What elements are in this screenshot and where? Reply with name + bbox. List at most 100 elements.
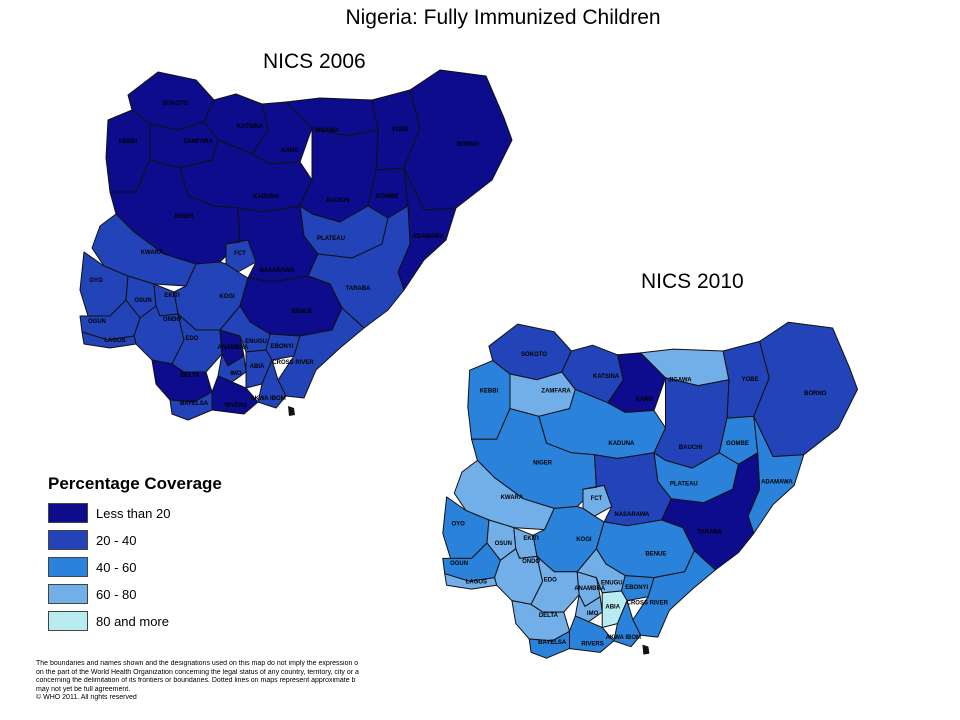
state-label: DELTA	[539, 613, 559, 619]
state-label: KANO	[636, 397, 654, 403]
state-label: YOBE	[741, 377, 758, 383]
state-label: BAUCHI	[326, 198, 350, 204]
state-label: ADAMAWA	[412, 234, 444, 240]
state-label: ABIA	[250, 364, 265, 370]
state-label: BAUCHI	[679, 445, 703, 451]
state-label: SOKOTO	[521, 352, 547, 358]
state-label: PLATEAU	[670, 481, 698, 487]
state-cross-river	[632, 550, 716, 638]
legend-item: 40 - 60	[48, 556, 308, 578]
state-label: GOMBE	[376, 194, 399, 200]
state-label: KEBBI	[119, 139, 138, 145]
state-label: AKWA IBOM	[250, 396, 285, 402]
map-2006: SOKOTO KEBBI ZAMFARA KATSINA KANO JIGAWA YOBE B…	[79, 69, 513, 421]
state-label: FCT	[234, 251, 246, 257]
state-label: JIGAWA	[668, 378, 692, 384]
legend-title: Percentage Coverage	[48, 474, 222, 493]
legend-label: 20 - 40	[96, 532, 137, 548]
state-ebonyi	[620, 575, 655, 602]
state-label: KATSINA	[593, 374, 620, 380]
state-label: KOGI	[576, 537, 592, 543]
state-label: CROSS RIVER	[272, 360, 314, 366]
islet-marker	[288, 406, 295, 416]
state-label: ZAMFARA	[541, 388, 571, 394]
map-title: Nigeria: Fully Immunized Children	[345, 6, 661, 29]
state-label: TARABA	[697, 529, 723, 535]
state-label: KOGI	[219, 294, 235, 300]
state-rivers	[211, 375, 259, 415]
state-label: ABIA	[605, 604, 620, 610]
state-label: KADUNA	[608, 441, 635, 447]
legend-label: 60 - 80	[96, 586, 137, 602]
state-label: DELTA	[180, 373, 200, 379]
state-label: NASARAWA	[259, 268, 295, 274]
legend-item: 80 and more	[48, 610, 308, 632]
state-label: ONDO	[163, 317, 181, 323]
state-label: KEBBI	[480, 388, 499, 394]
disclaimer-line: concerning the delimitation of its front…	[36, 677, 356, 685]
state-lagos	[444, 573, 498, 590]
state-label: PLATEAU	[317, 236, 345, 242]
state-label: ONDO	[522, 559, 540, 565]
disclaimer: The boundaries and names shown and the d…	[36, 660, 408, 712]
state-label: ADAMAWA	[761, 480, 793, 486]
state-label: NASARAWA	[614, 512, 650, 518]
state-label: ENUGU	[601, 580, 623, 586]
state-label: LAGOS	[104, 338, 125, 344]
state-label: NIGER	[174, 214, 194, 220]
state-label: EDO	[185, 336, 198, 342]
state-label: BORNO	[457, 142, 480, 148]
state-label: OYO	[452, 522, 466, 528]
map-label-2006: NICS 2006	[263, 50, 366, 73]
legend-item: 20 - 40	[48, 529, 308, 551]
state-label: KADUNA	[253, 194, 280, 200]
state-lagos	[81, 331, 137, 349]
state-label: ANAMBRA	[574, 586, 606, 592]
state-label: LAGOS	[466, 579, 487, 585]
state-label: RIVERS	[581, 642, 603, 648]
legend-swatch	[48, 584, 88, 604]
disclaimer-line: © WHO 2011. All rights reserved	[36, 694, 137, 702]
state-label: CROSS RIVER	[627, 600, 669, 606]
state-label: ZAMFARA	[183, 139, 213, 145]
legend-swatch	[48, 530, 88, 550]
state-label: OYO	[89, 278, 103, 284]
legend-swatch	[48, 503, 88, 523]
state-label: ANAMBRA	[218, 345, 250, 351]
state-label: RIVERS	[225, 403, 247, 409]
state-label: ENUGU	[245, 339, 267, 345]
state-label: IMO	[230, 371, 242, 377]
islet-marker	[642, 644, 650, 655]
legend-item: Less than 20	[48, 502, 308, 524]
state-label: EKITI	[164, 293, 180, 299]
state-rivers	[569, 615, 615, 653]
state-borno	[403, 69, 513, 211]
disclaimer-line: may not yet be full agreement.	[36, 685, 131, 693]
disclaimer-line: The boundaries and names shown and the d…	[36, 660, 359, 667]
state-label: BAYELSA	[180, 401, 209, 407]
state-label: KWARA	[501, 495, 524, 501]
state-label: EKITI	[523, 536, 539, 542]
state-label: EDO	[544, 577, 557, 583]
state-cross-river	[277, 307, 365, 399]
state-label: KWARA	[141, 250, 164, 256]
state-label: OGUN	[450, 561, 468, 567]
state-label: OSUN	[134, 298, 151, 304]
state-label: GOMBE	[726, 441, 749, 447]
state-label: EBONYI	[270, 344, 293, 350]
map-label-2010: NICS 2010	[641, 270, 744, 293]
state-label: SOKOTO	[162, 101, 188, 107]
legend-label: Less than 20	[96, 505, 171, 521]
legend-swatch	[48, 557, 88, 577]
state-label: FCT	[591, 496, 603, 502]
state-label: OSUN	[495, 541, 512, 547]
legend-swatch	[48, 611, 88, 631]
state-label: BAYELSA	[538, 640, 567, 646]
legend-label: 80 and more	[96, 613, 169, 629]
legend-label: 40 - 60	[96, 559, 137, 575]
legend: Percentage Coverage Less than 20 20 - 40…	[48, 474, 308, 637]
state-label: IMO	[587, 611, 599, 617]
state-label: BENUE	[291, 309, 312, 315]
state-label: TARABA	[346, 286, 372, 292]
